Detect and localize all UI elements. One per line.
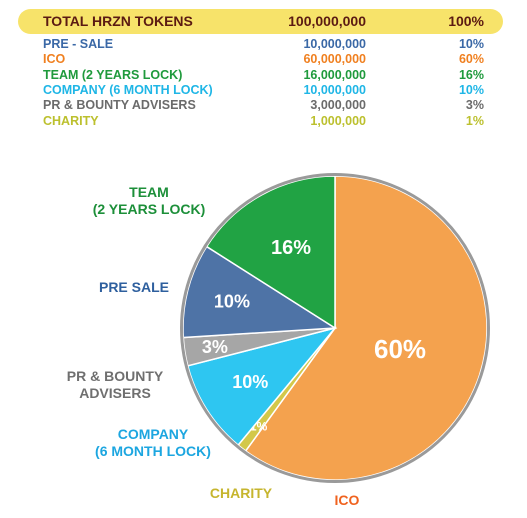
total-amount: 100,000,000 (288, 13, 366, 29)
row-label: COMPANY (6 MONTH LOCK) (43, 82, 213, 97)
pie-legend-label: TEAM (2 YEARS LOCK) (93, 184, 206, 217)
row-amount: 10,000,000 (303, 37, 366, 51)
row-amount: 10,000,000 (303, 82, 366, 97)
total-label: TOTAL HRZN TOKENS (43, 13, 193, 29)
row-label: ICO (43, 52, 66, 67)
pie-slice-label: 3% (202, 337, 228, 357)
row-label: CHARITY (43, 113, 99, 128)
pie-border (180, 173, 490, 483)
pie-legend-label: COMPANY (6 MONTH LOCK) (95, 426, 211, 459)
row-percent: 3% (465, 98, 484, 113)
total-percent: 100% (448, 13, 484, 29)
row-label: PR & BOUNTY ADVISERS (43, 98, 196, 113)
pie-slice-pre-sale (182, 245, 338, 339)
pie-legend-label: CHARITY (210, 485, 273, 501)
pie-slice-label: 10% (214, 292, 250, 312)
row-percent: 60% (458, 52, 484, 67)
pie-slice-label: 16% (271, 237, 311, 259)
total-header-bar (18, 9, 503, 34)
row-label: PRE - SALE (43, 37, 114, 51)
pie-slice-company-6-month-lock (186, 326, 338, 447)
pie-legend-label: PR & BOUNTY ADVISERS (67, 368, 164, 401)
pie-slice-team-2-years-lock (205, 175, 336, 330)
row-percent: 16% (458, 67, 484, 82)
row-label: TEAM (2 YEARS LOCK) (43, 67, 183, 82)
row-percent: 1% (465, 113, 484, 128)
row-percent: 10% (458, 82, 484, 97)
pie-legend-label: PRE SALE (99, 279, 169, 295)
pie-slice-ico (244, 175, 488, 481)
row-amount: 1,000,000 (310, 113, 366, 128)
row-amount: 16,000,000 (303, 67, 366, 82)
pie-slice-label: 10% (232, 372, 268, 392)
row-amount: 60,000,000 (303, 52, 366, 67)
pie-slice-label: 60% (374, 334, 426, 364)
row-amount: 3,000,000 (310, 98, 366, 113)
pie-legend-label: ICO (335, 492, 360, 508)
row-percent: 10% (458, 37, 484, 51)
